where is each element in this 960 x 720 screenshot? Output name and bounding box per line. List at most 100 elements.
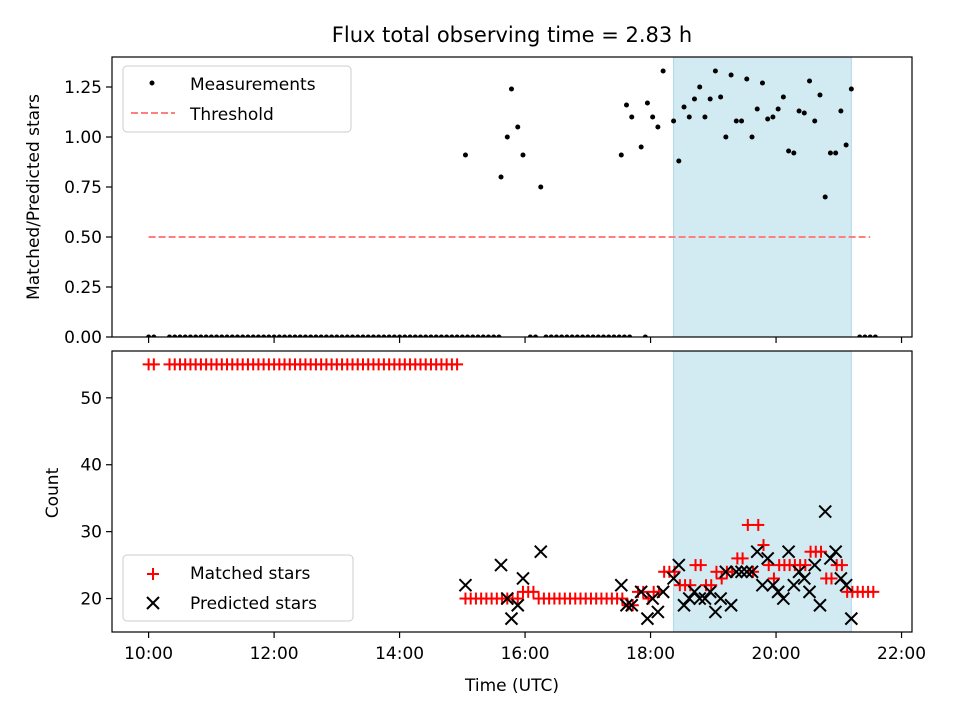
measurement-point [234, 334, 240, 337]
y-tick-label: 20 [80, 590, 102, 610]
y-tick-label: 40 [80, 456, 102, 476]
predicted-stars-point [698, 591, 712, 606]
matched-stars-point [867, 585, 880, 598]
measurement-point [660, 68, 666, 74]
measurement-point [564, 334, 570, 337]
y-tick-label: 0.50 [64, 228, 102, 248]
measurement-point [391, 334, 397, 337]
measurement-point [796, 108, 802, 114]
bottom-legend: Matched stars Predicted stars [122, 554, 354, 622]
predicted-stars-point [687, 585, 702, 599]
predicted-stars-point [672, 558, 686, 572]
measurement-point [344, 334, 350, 337]
predicted-stars-point [839, 578, 853, 592]
measurement-point [485, 334, 491, 337]
measurement-point [407, 334, 413, 337]
measurement-point [339, 334, 345, 337]
measurement-point [644, 100, 650, 106]
measurement-point [686, 114, 692, 120]
measurement-point [297, 334, 303, 337]
matched-stars-point [684, 579, 697, 592]
measurement-point [827, 150, 833, 156]
measurement-point [862, 334, 868, 337]
measurement-point [671, 118, 677, 124]
y-tick-label: 0.00 [64, 328, 102, 348]
measurement-point [611, 334, 617, 337]
predicted-stars-point [719, 565, 733, 579]
predicted-stars-point [724, 598, 738, 612]
measurement-point [381, 334, 387, 337]
measurement-point [590, 334, 596, 337]
measurement-point [629, 114, 635, 120]
measurement-point [697, 84, 703, 90]
measurement-point [618, 152, 624, 158]
measurement-point [475, 334, 481, 337]
measurement-point [848, 86, 854, 92]
measurement-point [203, 334, 209, 337]
measurement-point [601, 334, 607, 337]
measurement-point [334, 334, 340, 337]
measurement-point [498, 174, 504, 180]
measurement-point [733, 118, 739, 124]
measurement-point [559, 334, 565, 337]
measurement-point [681, 104, 687, 110]
measurement-point [712, 68, 718, 74]
predicted-stars-point [494, 558, 508, 572]
measurement-point [271, 334, 277, 337]
predicted-stars-point [755, 578, 770, 592]
measurement-point [543, 334, 549, 337]
measurement-point [365, 334, 371, 337]
x-tick-label: 22:00 [877, 644, 926, 664]
matched-stars-point [668, 565, 681, 578]
measurement-point [444, 334, 450, 337]
measurement-point [151, 334, 157, 337]
measurement-point [749, 134, 755, 140]
measurement-point [857, 334, 863, 337]
predicted-stars-point [634, 585, 648, 599]
measurement-point [833, 150, 839, 156]
measurement-point [812, 118, 818, 124]
top-y-axis-label: Matched/Predicted stars [24, 94, 44, 300]
measurement-point [527, 334, 533, 337]
measurement-point [255, 334, 261, 337]
measurement-point [287, 334, 293, 337]
matched-stars-point [705, 579, 718, 592]
measurement-point [616, 334, 622, 337]
measurement-point [538, 184, 544, 190]
predicted-stars-point [640, 611, 655, 626]
measurement-point [428, 334, 434, 337]
measurement-point [642, 334, 648, 337]
matched-stars-point [835, 559, 848, 572]
predicted-stars-point [656, 585, 670, 599]
y-tick-label: 30 [80, 523, 102, 543]
measurement-point [843, 142, 849, 148]
predicted-stars-point [729, 565, 744, 579]
matched-stars-point [616, 592, 629, 605]
measurement-point [370, 334, 376, 337]
measurement-point [454, 334, 460, 337]
matched-stars-point [694, 559, 707, 572]
measurement-point [574, 334, 580, 337]
predicted-stars-point [703, 585, 717, 599]
measurement-point [691, 96, 697, 102]
measurement-point [308, 334, 314, 337]
matched-stars-point [451, 358, 464, 371]
measurement-point [219, 334, 225, 337]
measurement-point [707, 96, 713, 102]
chart-title: Flux total observing time = 2.83 h [332, 23, 692, 47]
measurement-point [606, 334, 612, 337]
measurement-point [627, 334, 633, 337]
predicted-stars-point [802, 585, 817, 599]
measurement-point [718, 94, 724, 100]
measurement-point [208, 334, 214, 337]
predicted-stars-point [511, 598, 525, 612]
measurement-point [187, 334, 193, 337]
predicted-stars-point [534, 545, 548, 559]
measurement-point [702, 114, 708, 120]
predicted-stars-point [708, 605, 723, 619]
x-tick-label: 12:00 [250, 644, 299, 664]
measurement-point [759, 80, 765, 86]
predicted-stars-point [500, 591, 515, 606]
measurement-point [302, 334, 308, 337]
